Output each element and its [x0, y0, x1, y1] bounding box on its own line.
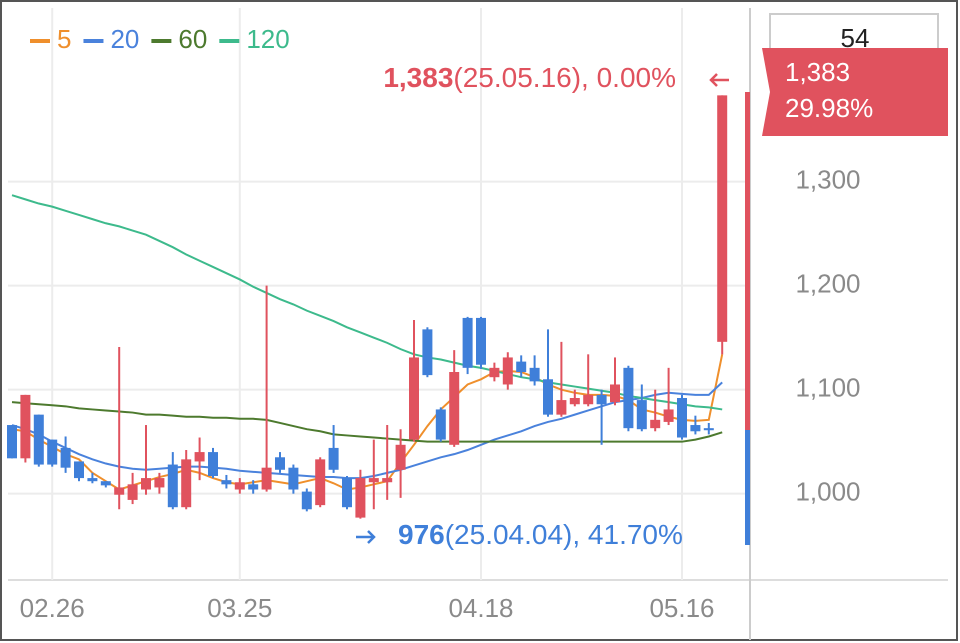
y-tick-label: 1,000: [795, 477, 860, 507]
legend-label: 20: [110, 24, 139, 54]
candle-body: [368, 478, 379, 483]
candle-body: [476, 317, 486, 365]
candle-body: [7, 425, 17, 459]
candle-body: [529, 367, 540, 382]
candle-body: [342, 478, 352, 508]
candle-body: [60, 447, 71, 468]
candle-body: [422, 329, 433, 376]
legend-label: 120: [246, 24, 289, 54]
candle-body: [569, 398, 580, 405]
candle-body: [382, 478, 393, 483]
ma-line: [11, 401, 723, 443]
candle-body: [623, 367, 634, 429]
candle-body: [315, 459, 326, 506]
candle-body: [596, 394, 607, 405]
low-arrow: [356, 530, 376, 544]
candle-body: [435, 409, 446, 440]
candle-body: [47, 439, 58, 465]
y-tick-label: 1,300: [795, 165, 860, 195]
candle-body: [543, 379, 553, 415]
candle-body: [650, 419, 661, 429]
price-tag-change: 29.98%: [785, 93, 873, 123]
candle-body: [208, 452, 218, 476]
candle-body: [194, 452, 205, 462]
price-tag-price: 1,383: [785, 57, 850, 87]
candle-body: [556, 400, 567, 415]
candle-body: [127, 484, 138, 500]
x-tick-label: 02.26: [20, 593, 85, 623]
candle-body: [583, 394, 594, 405]
high-arrow: [709, 73, 729, 87]
y-tick-label: 1,100: [795, 373, 860, 403]
candle-body: [114, 487, 125, 495]
candle-body: [636, 400, 647, 430]
candle-body: [502, 357, 513, 385]
candle-body: [181, 459, 192, 508]
high-detail: (25.05.16), 0.00%: [453, 62, 676, 93]
candle-body: [717, 95, 728, 342]
ma-line: [11, 194, 723, 411]
candle-body: [74, 461, 84, 479]
candle-body: [489, 367, 500, 378]
candle-body: [275, 457, 285, 470]
range-bar-down: [745, 430, 750, 545]
candle-body: [234, 482, 245, 490]
candle-body: [395, 444, 406, 470]
low-detail: (25.04.04), 41.70%: [445, 519, 683, 550]
range-bar-up: [745, 92, 750, 430]
x-tick-label: 05.16: [649, 593, 714, 623]
candle-body: [449, 372, 460, 445]
candle-body: [288, 467, 299, 490]
candle-body: [20, 394, 31, 459]
low-annotation: 976(25.04.04), 41.70%: [398, 519, 683, 550]
candle-body: [328, 447, 339, 470]
candle-body: [87, 478, 98, 482]
high-annotation: 1,383(25.05.16), 0.00%: [383, 62, 676, 93]
high-price: 1,383: [383, 62, 453, 93]
candle-body: [261, 467, 272, 490]
x-tick-label: 04.18: [448, 593, 513, 623]
candle-body: [703, 428, 714, 431]
candle-body: [409, 357, 419, 440]
candle-body: [248, 484, 259, 490]
candle-body: [301, 491, 312, 510]
candle-body: [100, 481, 111, 486]
legend-label: 60: [178, 24, 207, 54]
candle-body: [154, 478, 165, 488]
candle-body: [677, 398, 687, 438]
price-tag: [762, 48, 948, 136]
candle-body: [33, 414, 44, 465]
ma-line: [11, 381, 723, 480]
candle-body: [690, 425, 701, 432]
y-tick-label: 1,200: [795, 269, 860, 299]
candle-body: [516, 361, 527, 372]
period-value: 54: [841, 23, 870, 53]
candle-body: [167, 464, 178, 508]
candle-body: [610, 384, 620, 403]
low-price: 976: [398, 519, 445, 550]
candle-body: [355, 478, 366, 518]
candle-body: [141, 478, 151, 490]
candle-body: [663, 409, 674, 422]
legend-label: 5: [57, 24, 71, 54]
candle-body: [462, 317, 473, 368]
x-tick-label: 03.25: [207, 593, 272, 623]
candle-body: [221, 480, 232, 485]
